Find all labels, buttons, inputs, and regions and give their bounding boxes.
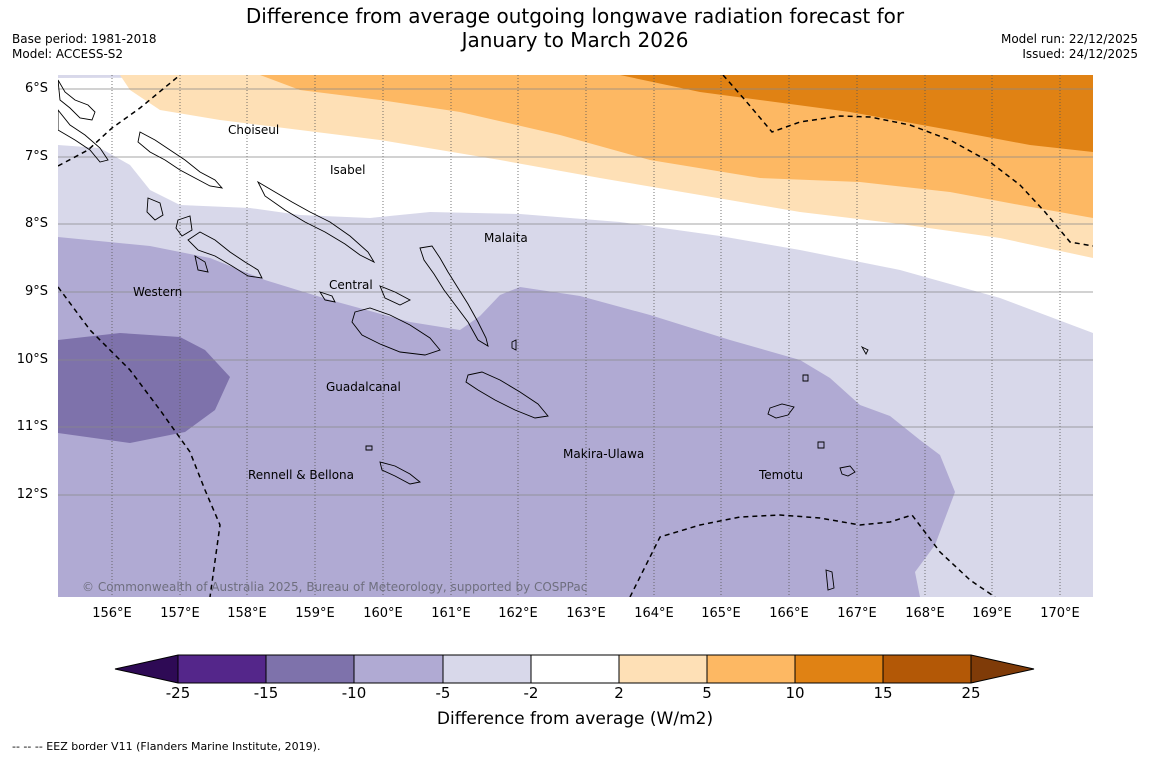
colorbar-tick: -15 [253,684,279,702]
lat-label: 10°S [16,352,48,367]
lat-label: 6°S [24,81,48,96]
colorbar-pos15-pos25 [883,655,971,683]
anomaly-neg10-neg5 [58,237,955,597]
lon-label: 164°E [634,606,674,621]
makira-coast [465,371,549,419]
latitude-gridlines [58,88,1093,496]
eez-border [58,75,1093,597]
colorbar-neg10-neg5 [354,655,443,683]
longitude-gridlines [111,75,1061,597]
lon-label: 157°E [160,606,200,621]
choiseul-coast [137,131,224,189]
utupua-coast [817,441,825,449]
colorbar-dividers [177,655,972,683]
bougainville-coast [58,79,96,121]
colorbar-above-max [971,655,1034,683]
colorbar [114,654,1035,684]
region-label-guadalcanal: Guadalcanal [326,380,401,394]
map-area [58,75,1093,597]
region-label-rennell-bellona: Rennell & Bellona [248,468,355,482]
anuta-tikopia-coast [825,569,835,591]
rendova-coast [194,255,209,273]
colorbar-label: Difference from average (W/m2) [436,709,714,729]
colorbar-neg15-neg10 [266,655,354,683]
colorbar-neg25-neg15 [178,655,266,683]
colorbar-below-min [115,655,178,683]
lon-label: 163°E [566,606,606,621]
copyright-notice: © Commonwealth of Australia 2025, Bureau… [82,580,588,594]
region-label-choiseul: Choiseul [228,123,280,137]
lat-label: 8°S [24,216,48,231]
russell-islands-coast [318,291,336,303]
bellona-coast [365,445,373,451]
lon-label: 161°E [431,606,471,621]
title-line-1: Difference from average outgoing longwav… [245,4,905,28]
colorbar-tick: 15 [873,684,893,702]
colorbar-neg5-neg2 [443,655,531,683]
base-period: Base period: 1981-2018 [12,32,157,46]
region-label-temotu: Temotu [759,468,804,482]
new-georgia-coast [187,231,263,279]
ulawa-coast [511,339,517,351]
lon-label: 156°E [92,606,132,621]
lat-label: 9°S [24,284,48,299]
region-label-isabel: Isabel [330,163,366,177]
colorbar-tick: 5 [702,684,712,702]
lon-label: 159°E [295,606,335,621]
lon-label: 160°E [363,606,403,621]
lon-label: 158°E [227,606,267,621]
model-run: Model run: 22/12/2025 [1000,32,1138,46]
nggela-coast [379,285,411,306]
island-coastlines [58,79,869,591]
anomaly-neg15-neg10 [58,333,230,443]
colorbar-neg2-pos2 [531,655,619,683]
meta-right: Model run: 22/12/2025 Issued: 24/12/2025 [1001,32,1138,62]
colorbar-pos2-pos5 [619,655,707,683]
colorbar-pos5-pos10 [707,655,795,683]
colorbar-tick: 25 [961,684,981,702]
lon-label: 165°E [701,606,741,621]
title-line-2: January to March 2026 [461,28,689,52]
lon-label: 168°E [905,606,945,621]
malaita-coast [419,245,489,347]
region-label-western: Western [133,285,183,299]
lon-label: 169°E [972,606,1012,621]
duff-islands-coast [860,345,869,355]
lat-label: 12°S [16,487,48,502]
colorbar-tick: -5 [435,684,451,702]
rennell-coast [379,461,422,485]
lon-label: 170°E [1040,606,1080,621]
lat-label: 11°S [16,419,48,434]
model-name: Model: ACCESS-S2 [12,47,124,61]
issued-date: Issued: 24/12/2025 [1022,47,1138,61]
colorbar-tick: 10 [785,684,805,702]
kolombangara-coast [175,215,193,237]
meta-left: Base period: 1981-2018 Model: ACCESS-S2 [12,32,157,62]
vella-lavella-coast [146,197,164,221]
nendo-coast [767,403,795,419]
colorbar-pos10-pos15 [795,655,883,683]
anomaly-pos10-pos15 [620,75,1093,152]
lon-label: 167°E [837,606,877,621]
vanikoro-coast [839,465,856,477]
isabel-coast [256,180,376,264]
colorbar-tick: -2 [523,684,539,702]
reef-islands-coast [802,374,809,382]
lon-label: 162°E [498,606,538,621]
region-label-makira-ulawa: Makira-Ulawa [563,447,645,461]
eez-legend: -- -- -- EEZ border V11 (Flanders Marine… [12,740,321,753]
colorbar-tick: 2 [614,684,624,702]
lon-label: 166°E [769,606,809,621]
region-label-malaita: Malaita [484,231,528,245]
bougainville-south-coast [58,109,109,163]
chart-title: Difference from average outgoing longwav… [0,4,1150,52]
colorbar-tick: -25 [165,684,191,702]
region-label-central: Central [329,278,373,292]
lat-label: 7°S [24,149,48,164]
guadalcanal-coast [351,307,441,356]
colorbar-tick: -10 [341,684,367,702]
